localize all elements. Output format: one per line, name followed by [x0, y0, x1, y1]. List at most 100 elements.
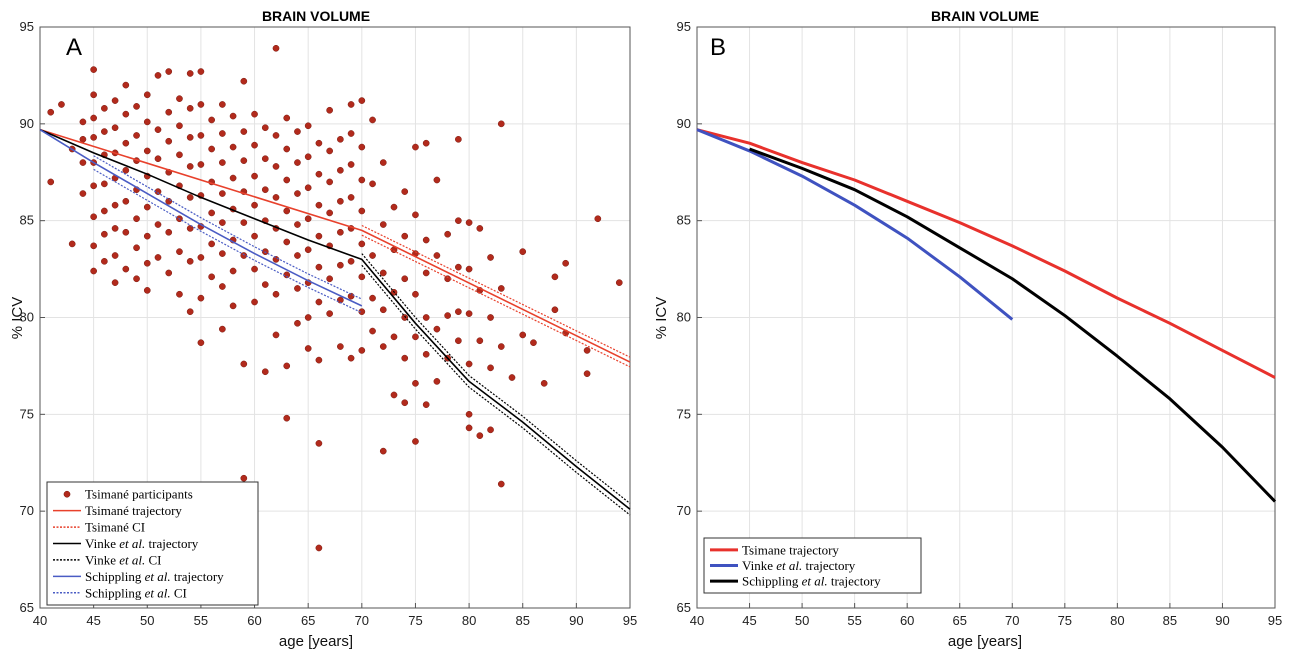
- participant-point: [497, 343, 505, 350]
- participant-point: [240, 219, 248, 226]
- participant-point: [476, 337, 484, 345]
- participant-point: [315, 263, 323, 271]
- participant-point: [379, 306, 387, 314]
- participant-point: [165, 108, 173, 116]
- participant-point: [79, 118, 87, 126]
- participant-point: [358, 347, 366, 354]
- participant-point: [186, 134, 194, 141]
- participant-point: [197, 101, 205, 108]
- participant-point: [240, 157, 248, 164]
- participant-point: [412, 333, 419, 341]
- participant-point: [379, 159, 387, 166]
- y-tick-label: 90: [20, 116, 34, 131]
- x-tick-label: 45: [86, 613, 100, 628]
- participant-point: [412, 211, 419, 219]
- legend-label: Schippling et al. CI: [85, 585, 187, 600]
- x-tick-label: 55: [194, 613, 208, 628]
- y-tick-label: 65: [20, 600, 34, 615]
- x-tick-label: 40: [33, 613, 47, 628]
- participant-point: [186, 225, 194, 232]
- participant-point: [90, 267, 97, 275]
- participant-point: [294, 285, 301, 292]
- panel-a-xlabel: age [years]: [279, 633, 353, 650]
- participant-point: [465, 265, 473, 273]
- participant-point: [412, 379, 419, 387]
- participant-point: [111, 124, 119, 132]
- x-tick-label: 50: [795, 613, 809, 628]
- y-tick-label: 75: [20, 406, 34, 421]
- participant-point: [122, 228, 130, 236]
- trajectory-line: [749, 147, 1277, 503]
- participant-point: [186, 308, 194, 316]
- participant-point: [358, 207, 366, 215]
- participant-point: [219, 283, 226, 290]
- participant-point: [90, 114, 97, 122]
- participant-point: [401, 354, 409, 362]
- participant-point: [122, 166, 130, 174]
- participant-point: [508, 374, 516, 381]
- participant-point: [497, 120, 505, 128]
- x-tick-label: 65: [952, 613, 966, 628]
- legend-marker: [63, 490, 71, 498]
- participant-point: [197, 339, 205, 347]
- participant-point: [283, 207, 291, 215]
- participant-point: [347, 161, 355, 168]
- participant-point: [197, 294, 205, 302]
- participant-point: [240, 128, 248, 135]
- ci-line: [361, 224, 631, 358]
- panel-a-title: BRAIN VOLUME: [262, 8, 370, 24]
- participant-point: [143, 147, 151, 155]
- participant-point: [186, 70, 194, 77]
- participant-point: [304, 153, 312, 161]
- participant-point: [379, 269, 387, 277]
- trajectory-line: [696, 128, 1276, 379]
- participant-point: [197, 161, 205, 168]
- participant-point: [455, 337, 462, 345]
- participant-point: [412, 143, 419, 151]
- participant-point: [401, 275, 409, 283]
- participant-point: [294, 221, 301, 228]
- participant-point: [562, 259, 569, 267]
- participant-point: [304, 345, 312, 352]
- participant-point: [208, 209, 215, 217]
- participant-point: [487, 364, 494, 372]
- participant-point: [197, 132, 205, 139]
- participant-point: [304, 246, 312, 254]
- participant-point: [497, 480, 505, 488]
- participant-point: [240, 360, 248, 368]
- participant-point: [272, 44, 280, 52]
- y-tick-label: 85: [677, 213, 691, 228]
- participant-point: [326, 178, 333, 186]
- participant-point: [261, 124, 269, 132]
- participant-point: [176, 95, 183, 103]
- participant-point: [122, 197, 130, 205]
- y-tick-label: 90: [677, 116, 691, 131]
- participant-point: [337, 166, 344, 174]
- participant-point: [358, 273, 366, 281]
- participant-point: [347, 257, 355, 265]
- y-tick-label: 70: [677, 503, 691, 518]
- x-tick-label: 75: [408, 613, 422, 628]
- participant-point: [208, 145, 215, 153]
- trajectory-line: [39, 128, 631, 510]
- participant-point: [219, 325, 226, 333]
- trajectory-line: [39, 128, 363, 307]
- participant-point: [165, 269, 173, 277]
- participant-point: [551, 273, 559, 281]
- panel-b-title: BRAIN VOLUME: [931, 8, 1039, 24]
- x-tick-label: 65: [301, 613, 315, 628]
- participant-point: [283, 238, 291, 246]
- participant-point: [455, 135, 462, 143]
- participant-point: [326, 275, 333, 283]
- participant-point: [390, 203, 398, 211]
- participant-point: [111, 97, 119, 104]
- legend-label: Tsimané trajectory: [85, 503, 182, 518]
- legend-label: Vinke et al. trajectory: [85, 536, 199, 551]
- participant-point: [283, 176, 291, 184]
- participant-point: [294, 159, 301, 166]
- participant-point: [251, 201, 258, 209]
- legend-label: Tsimané CI: [85, 520, 145, 535]
- x-tick-label: 50: [140, 613, 154, 628]
- participant-point: [165, 228, 173, 236]
- participant-point: [47, 178, 55, 186]
